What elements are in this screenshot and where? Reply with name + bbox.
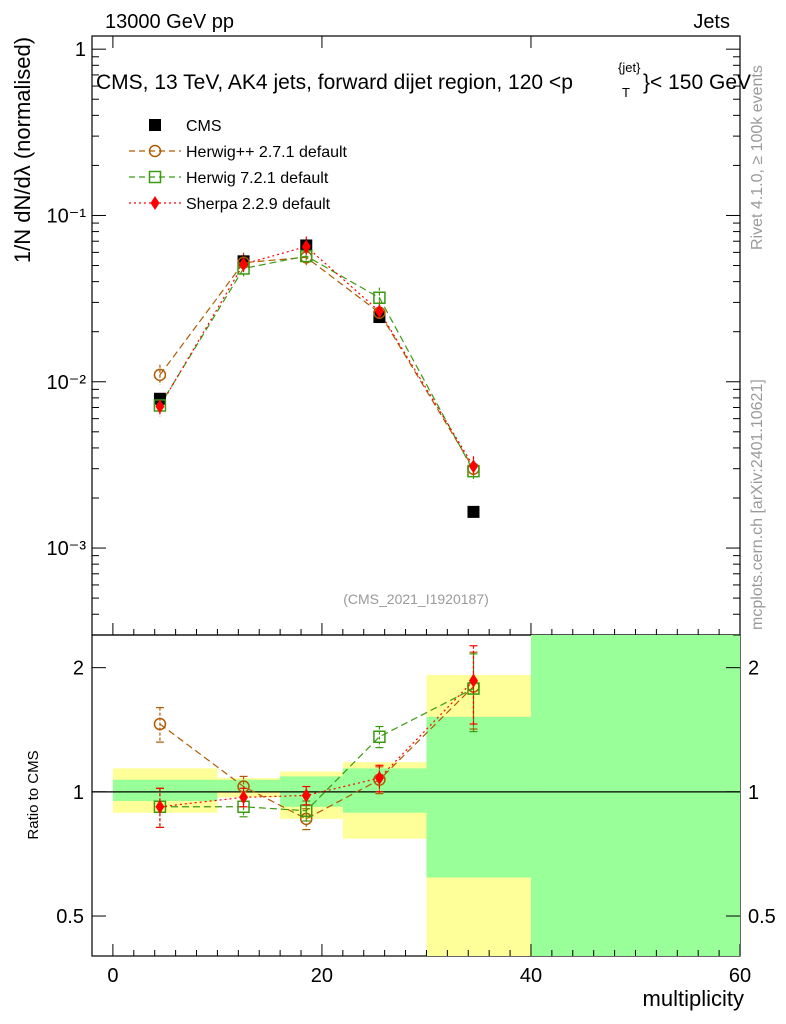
band-green-5: [530, 635, 740, 956]
y-tick-label-ratio: 0.5: [56, 906, 84, 928]
side-label-bottom: mcplots.cern.ch [arXiv:2401.10621]: [749, 379, 766, 630]
legend-label: Sherpa 2.2.9 default: [186, 196, 331, 213]
x-tick-label: 60: [729, 965, 751, 987]
main-point-series-2: [155, 399, 165, 414]
axis-ticks: 0 20 40 60 10⁻³ 10⁻² 10⁻¹ 1 0.5 0.5 1 1 2 2: [47, 36, 776, 987]
y-tick-label-ratio-right: 2: [748, 658, 759, 680]
main-line-series-1: [159, 255, 475, 472]
band-green-0: [112, 779, 218, 802]
title-text: CMS, 13 TeV, AK4 jets, forward dijet reg…: [96, 71, 573, 94]
legend: CMS Herwig++ 2.7.1 default Herwig 7.2.1 de…: [129, 118, 348, 213]
y-tick-label-ratio: 1: [73, 782, 84, 804]
y-tick-label-main: 1: [75, 39, 86, 61]
ratio-line-series-1: [159, 688, 474, 812]
ratio-series-layer: [153, 645, 480, 831]
legend-marker: [150, 196, 160, 210]
legend-marker: [148, 170, 162, 184]
ratio-point-series-0: [153, 717, 167, 731]
analysis-tag: (CMS_2021_I1920187): [343, 591, 489, 607]
y-tick-label-main: 10⁻¹: [47, 205, 87, 227]
ratio-line-series-0: [159, 686, 474, 820]
ratio-point-series-2: [155, 799, 165, 814]
ratio-point-series-2: [239, 790, 249, 805]
y-axis-label-ratio: Ratio to CMS: [25, 750, 42, 839]
main-line-series-2: [159, 245, 474, 467]
legend-marker: [148, 144, 162, 158]
side-label-top: Rivet 4.1.0, ≥ 100k events: [749, 65, 766, 250]
band-green-4: [426, 716, 531, 878]
cms-data-point: [153, 392, 166, 405]
y-axis-label-main-text: 1/N dN/dλ (normalised): [10, 37, 35, 263]
y-tick-label-ratio-right: 1: [748, 782, 759, 804]
x-tick-label: 20: [311, 965, 333, 987]
plot-title: CMS, 13 TeV, AK4 jets, forward dijet reg…: [96, 60, 751, 100]
x-tick-label: 40: [520, 965, 542, 987]
main-point-series-2: [301, 239, 311, 254]
band-green-3: [342, 768, 427, 813]
ratio-point-series-2: [374, 771, 384, 786]
main-point-series-0: [153, 368, 167, 382]
legend-label: Herwig++ 2.7.1 default: [186, 144, 348, 161]
ratio-point-series-1: [373, 730, 386, 744]
y-tick-label-ratio-right: 0.5: [748, 906, 776, 928]
ratio-point-series-2: [468, 673, 478, 688]
title-sub: T: [622, 85, 630, 100]
title-sup: {jet}: [618, 60, 641, 75]
legend-marker: [149, 119, 161, 131]
main-series-layer: [153, 236, 480, 518]
main-point-series-2: [468, 459, 478, 474]
main-point-series-2: [239, 257, 249, 272]
y-tick-label-ratio: 2: [73, 658, 84, 680]
header-right: Jets: [693, 11, 730, 33]
ratio-uncertainty-bands: [112, 635, 740, 956]
x-tick-label: 0: [107, 965, 118, 987]
x-axis-label: multiplicity: [643, 986, 744, 1011]
legend-label: CMS: [186, 118, 222, 135]
main-point-series-1: [373, 291, 386, 305]
title-tail: }< 150 GeV: [643, 71, 751, 94]
main-point-series-2: [374, 304, 384, 319]
legend-label: Herwig 7.2.1 default: [186, 170, 329, 187]
cms-data-point: [467, 505, 480, 518]
y-tick-label-main: 10⁻³: [47, 538, 87, 560]
ratio-point-series-2: [301, 788, 311, 803]
y-axis-label-main: 1/N dN/dλ (normalised): [10, 37, 35, 263]
main-line-series-0: [159, 256, 474, 470]
y-tick-label-main: 10⁻²: [47, 372, 87, 394]
header-left: 13000 GeV pp: [105, 11, 234, 33]
